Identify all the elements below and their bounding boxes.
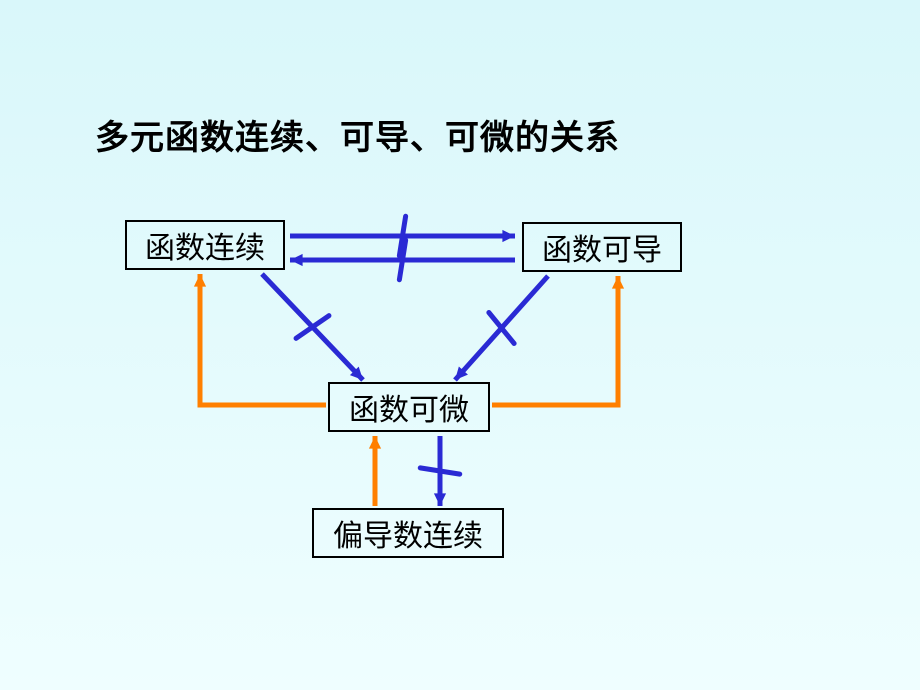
arrows-layer xyxy=(0,0,920,690)
node-label: 函数可微 xyxy=(349,385,469,429)
node-label: 函数可导 xyxy=(542,225,662,269)
page-title: 多元函数连续、可导、可微的关系 xyxy=(95,110,620,159)
node-label: 偏导数连续 xyxy=(333,511,483,555)
node-differentiable-partial: 函数可导 xyxy=(522,222,682,272)
node-continuous: 函数连续 xyxy=(125,220,285,270)
node-partial-continuous: 偏导数连续 xyxy=(312,508,504,558)
node-label: 函数连续 xyxy=(145,223,265,267)
node-total-differentiable: 函数可微 xyxy=(328,382,490,432)
